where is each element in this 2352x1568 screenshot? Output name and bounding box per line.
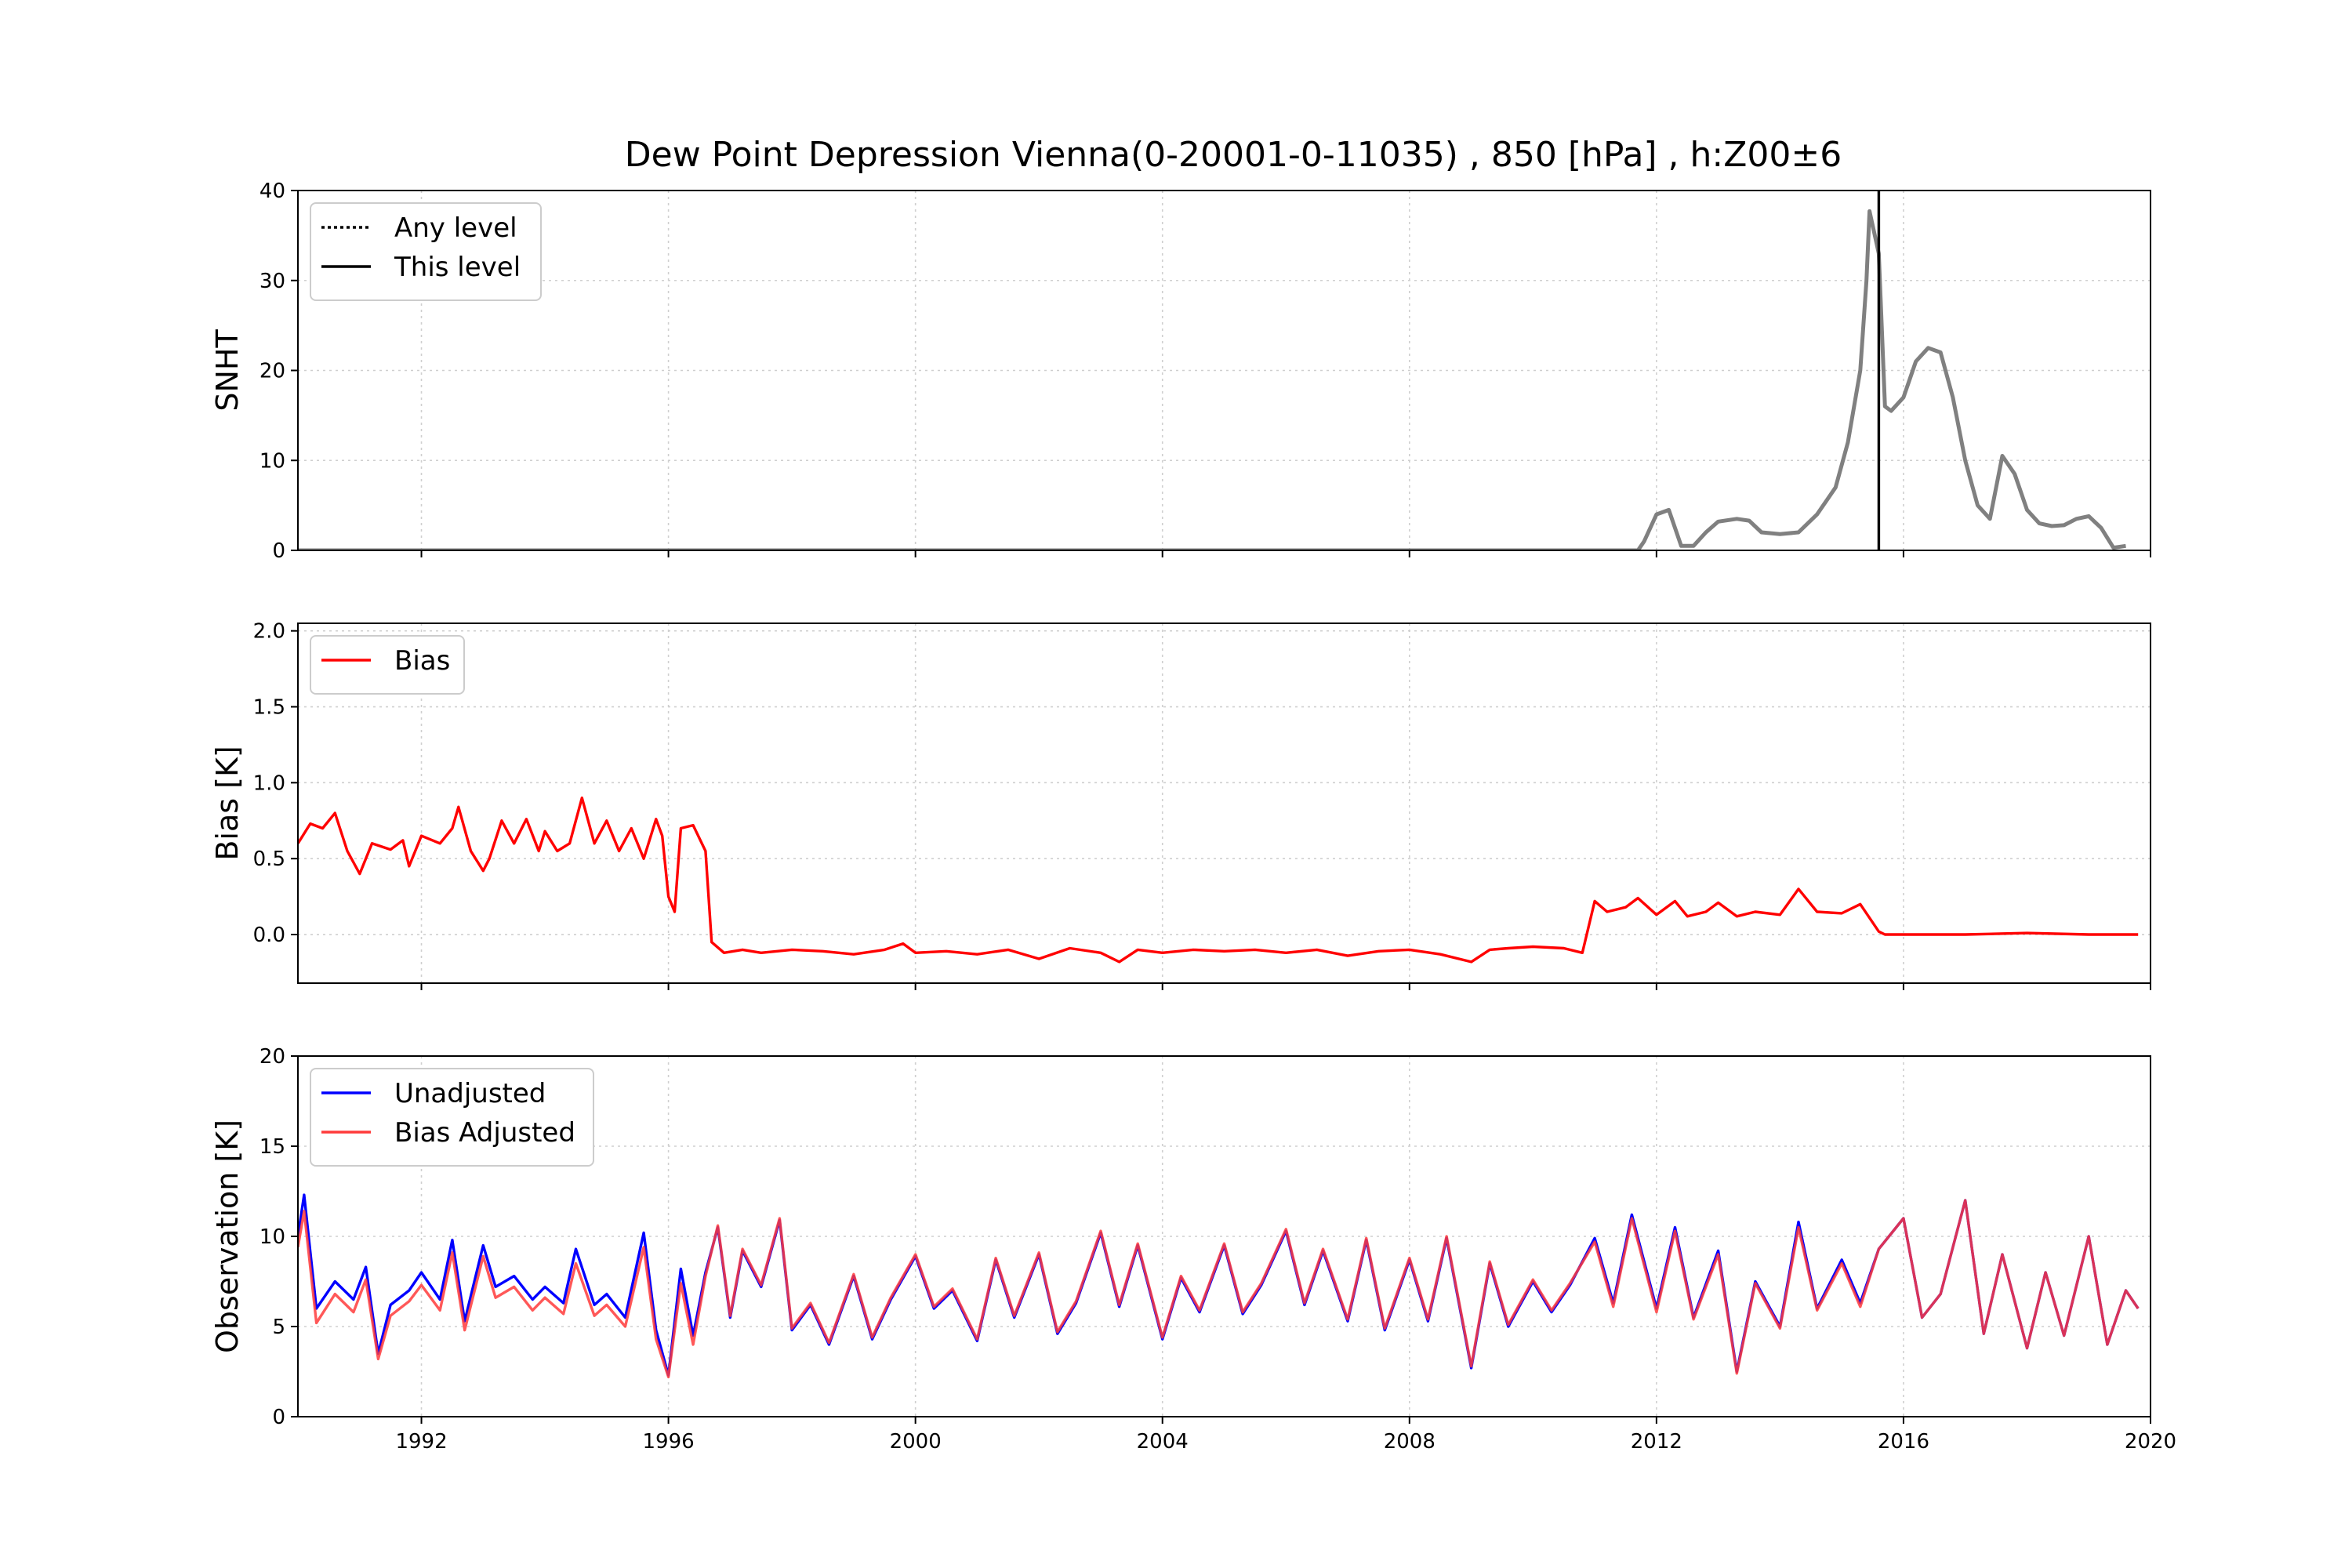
panels: 0 10 20 30 40 SNHT Any level This level 0.0 0.5 1.… xyxy=(210,180,2176,1454)
y-tick-label: 0.5 xyxy=(253,848,285,871)
legend-label: Bias xyxy=(394,645,450,677)
y-tick-label: 5 xyxy=(272,1316,285,1339)
series-line-unadjusted xyxy=(298,1193,2140,1377)
y-tick-label: 20 xyxy=(260,360,285,383)
y-tick-label: 0 xyxy=(272,1406,285,1429)
x-tick-label: 2020 xyxy=(2125,1430,2176,1454)
y-tick-label: 10 xyxy=(260,449,285,473)
x-tick-label: 1996 xyxy=(643,1430,695,1454)
plot-area xyxy=(298,1193,2140,1379)
series-line-bias xyxy=(298,797,2139,964)
legend: Any level This level xyxy=(310,202,542,301)
legend: Unadjusted Bias Adjusted xyxy=(310,1068,594,1167)
legend: Bias xyxy=(310,635,465,695)
y-tick-label: 40 xyxy=(260,180,285,203)
y-tick-label: 1.0 xyxy=(253,771,285,795)
y-tick-label: 15 xyxy=(260,1135,285,1159)
y-tick-label: 0.0 xyxy=(253,924,285,947)
panel-1: 0 10 20 30 40 SNHT Any level This level xyxy=(210,180,2151,563)
y-axis-label: Bias [K] xyxy=(210,746,245,860)
y-axis-label: SNHT xyxy=(210,329,245,412)
x-tick-label: 1992 xyxy=(395,1430,447,1454)
x-tick-label: 2004 xyxy=(1137,1430,1189,1454)
y-tick-label: 10 xyxy=(260,1225,285,1249)
y-tick-label: 2.0 xyxy=(253,620,285,644)
y-tick-label: 20 xyxy=(260,1045,285,1069)
plot-area xyxy=(298,797,2139,964)
legend-label: Unadjusted xyxy=(394,1078,546,1109)
y-tick-label: 1.5 xyxy=(253,696,285,720)
y-tick-label: 30 xyxy=(260,270,285,293)
legend-box xyxy=(310,635,465,695)
y-tick-label: 0 xyxy=(272,539,285,563)
legend-label: Any level xyxy=(394,212,517,244)
axes-frame xyxy=(297,622,2151,984)
figure-title: Dew Point Depression Vienna(0-20001-0-11… xyxy=(625,135,1842,175)
legend-box xyxy=(310,1068,594,1167)
x-tick-label: 2000 xyxy=(890,1430,942,1454)
legend-label: This level xyxy=(394,252,521,283)
panel-2: 0.0 0.5 1.0 1.5 2.0 Bias [K] Bias xyxy=(210,620,2151,990)
series-line-bias-adjusted xyxy=(298,1199,2140,1379)
legend-label: Bias Adjusted xyxy=(394,1117,575,1149)
panel-3: 0 5 10 15 20 1992 1996 2000 2004 2008 2012 2016 2020… xyxy=(210,1045,2176,1454)
plot-area xyxy=(298,191,2126,550)
x-tick-label: 2008 xyxy=(1384,1430,1436,1454)
series-line-snht xyxy=(298,209,2126,550)
x-tick-label: 2016 xyxy=(1878,1430,1929,1454)
x-tick-label: 2012 xyxy=(1631,1430,1682,1454)
y-axis-label: Observation [K] xyxy=(210,1120,245,1353)
